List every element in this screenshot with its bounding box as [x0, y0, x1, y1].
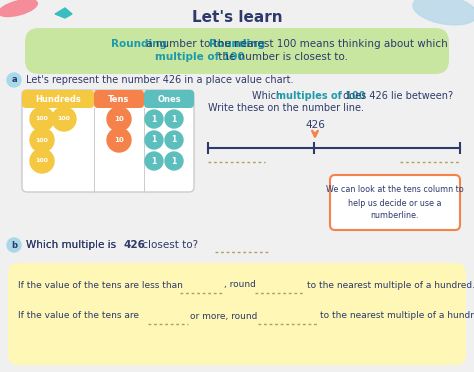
- Text: or more, round: or more, round: [190, 311, 257, 321]
- FancyBboxPatch shape: [144, 90, 194, 108]
- FancyBboxPatch shape: [25, 28, 449, 74]
- Text: 100: 100: [36, 158, 48, 164]
- Text: 10: 10: [114, 116, 124, 122]
- Text: Rounding: Rounding: [209, 39, 265, 49]
- Text: Write these on the number line.: Write these on the number line.: [208, 103, 364, 113]
- Circle shape: [145, 131, 163, 149]
- Text: If the value of the tens are: If the value of the tens are: [18, 311, 139, 321]
- Text: numberline.: numberline.: [371, 212, 419, 221]
- Text: Rounding: Rounding: [111, 39, 167, 49]
- Text: 1: 1: [151, 157, 156, 166]
- Text: 426: 426: [124, 240, 146, 250]
- Text: 1: 1: [172, 135, 177, 144]
- Circle shape: [145, 152, 163, 170]
- Text: Tens: Tens: [109, 94, 130, 103]
- Circle shape: [7, 238, 21, 252]
- FancyBboxPatch shape: [8, 263, 466, 365]
- FancyBboxPatch shape: [22, 90, 94, 108]
- Text: 100: 100: [36, 138, 48, 142]
- Text: a number to the nearest 100 means thinking about which: a number to the nearest 100 means thinki…: [143, 39, 448, 49]
- Text: 1: 1: [172, 115, 177, 124]
- Text: Which multiple is: Which multiple is: [26, 240, 119, 250]
- Text: help us decide or use a: help us decide or use a: [348, 199, 442, 208]
- Text: multiples of 100: multiples of 100: [276, 91, 365, 101]
- Text: If the value of the tens are less than: If the value of the tens are less than: [18, 280, 183, 289]
- Text: , round: , round: [224, 280, 256, 289]
- Text: Ones: Ones: [157, 94, 181, 103]
- Text: the number is closest to.: the number is closest to.: [215, 52, 348, 62]
- Text: Let's represent the number 426 in a place value chart.: Let's represent the number 426 in a plac…: [26, 75, 293, 85]
- Text: does 426 lie between?: does 426 lie between?: [340, 91, 453, 101]
- Text: 1: 1: [151, 115, 156, 124]
- Text: Let's learn: Let's learn: [191, 10, 283, 25]
- Text: closest to?: closest to?: [139, 240, 198, 250]
- Text: Which multiple is: Which multiple is: [26, 240, 119, 250]
- Circle shape: [165, 131, 183, 149]
- Text: Rounding: Rounding: [209, 39, 265, 49]
- Text: 10: 10: [114, 137, 124, 143]
- Text: a: a: [11, 76, 17, 84]
- Circle shape: [107, 128, 131, 152]
- Ellipse shape: [0, 0, 37, 16]
- Circle shape: [30, 149, 54, 173]
- Text: to the nearest multiple of a hundred.: to the nearest multiple of a hundred.: [320, 311, 474, 321]
- Text: Which: Which: [252, 91, 285, 101]
- FancyBboxPatch shape: [330, 175, 460, 230]
- Text: 100: 100: [57, 116, 71, 122]
- FancyBboxPatch shape: [22, 90, 194, 192]
- Text: We can look at the tens column to: We can look at the tens column to: [326, 186, 464, 195]
- Text: 426: 426: [305, 120, 325, 130]
- Text: multiple of 100: multiple of 100: [155, 52, 245, 62]
- Circle shape: [7, 73, 21, 87]
- Text: 1: 1: [151, 135, 156, 144]
- Text: 100: 100: [36, 116, 48, 122]
- Circle shape: [145, 110, 163, 128]
- Circle shape: [165, 152, 183, 170]
- Polygon shape: [55, 8, 72, 18]
- Ellipse shape: [413, 0, 474, 25]
- Circle shape: [52, 107, 76, 131]
- Circle shape: [30, 128, 54, 152]
- Text: 1: 1: [172, 157, 177, 166]
- Text: b: b: [11, 241, 17, 250]
- Circle shape: [165, 110, 183, 128]
- FancyBboxPatch shape: [94, 90, 144, 108]
- Circle shape: [30, 107, 54, 131]
- Circle shape: [107, 107, 131, 131]
- Text: to the nearest multiple of a hundred.: to the nearest multiple of a hundred.: [307, 280, 474, 289]
- Text: Hundreds: Hundreds: [35, 94, 81, 103]
